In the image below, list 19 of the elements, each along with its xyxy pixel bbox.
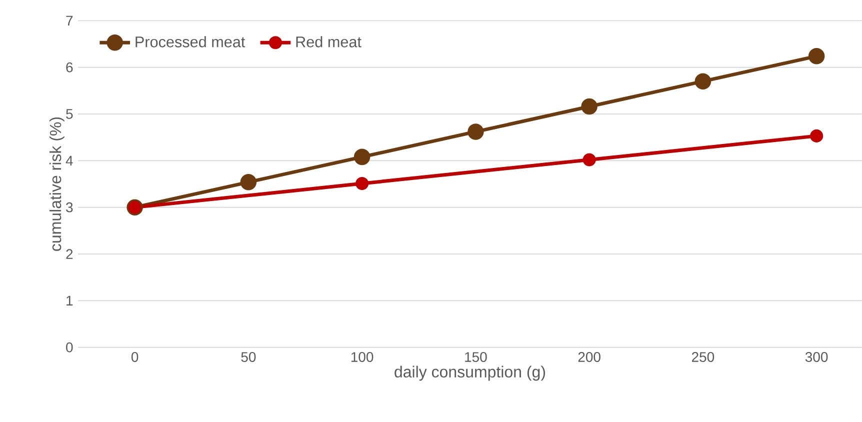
y-tick-label: 1 (66, 296, 73, 306)
y-tick-label: 3 (66, 202, 73, 212)
x-tick-label: 50 (241, 352, 256, 362)
y-tick-label: 4 (66, 156, 73, 166)
x-tick-label: 100 (351, 352, 374, 362)
y-tick-label: 7 (66, 16, 73, 26)
x-tick-label: 200 (578, 352, 600, 362)
legend-label: Red meat (296, 36, 362, 48)
legend-label: Processed meat (136, 36, 246, 48)
y-axis-title: cumulative risk (%) (49, 117, 64, 251)
y-tick-label: 5 (66, 109, 73, 119)
x-tick-label: 0 (131, 352, 138, 362)
y-tick-label: 2 (66, 249, 73, 259)
y-tick-label: 0 (66, 342, 73, 352)
x-tick-label: 250 (692, 352, 714, 362)
x-tick-label: 150 (465, 352, 487, 362)
x-tick-label: 300 (805, 352, 828, 362)
x-axis-title: daily consumption (g) (394, 366, 546, 381)
y-tick-label: 6 (66, 62, 73, 72)
